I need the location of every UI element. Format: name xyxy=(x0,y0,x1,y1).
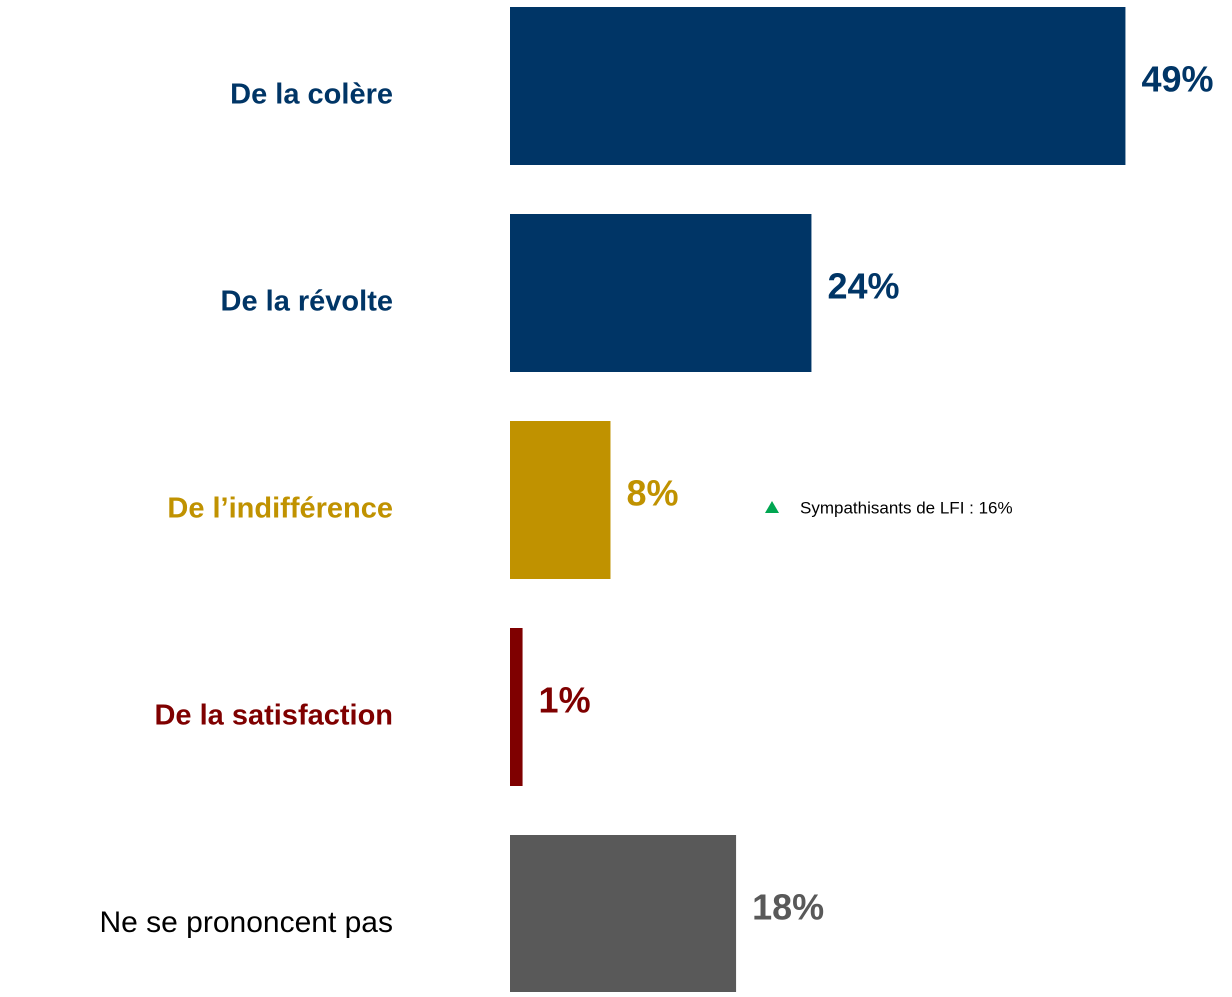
category-label: De la révolte xyxy=(221,286,393,318)
value-label: 1% xyxy=(539,680,591,721)
category-label: De l’indifférence xyxy=(167,493,393,525)
category-label: Ne se prononcent pas xyxy=(99,906,393,939)
annotation: Sympathisants de LFI : 16% xyxy=(800,498,1013,517)
bar xyxy=(510,835,737,993)
category-label: De la satisfaction xyxy=(154,700,393,732)
value-label: 8% xyxy=(626,473,678,514)
annotation-marker xyxy=(765,501,779,513)
value-label: 18% xyxy=(752,887,824,928)
bar xyxy=(510,7,1126,165)
bar xyxy=(510,421,611,579)
bar xyxy=(510,628,523,786)
bar xyxy=(510,214,812,372)
value-label: 49% xyxy=(1141,59,1213,100)
category-label: De la colère xyxy=(230,79,393,111)
value-label: 24% xyxy=(827,266,899,307)
